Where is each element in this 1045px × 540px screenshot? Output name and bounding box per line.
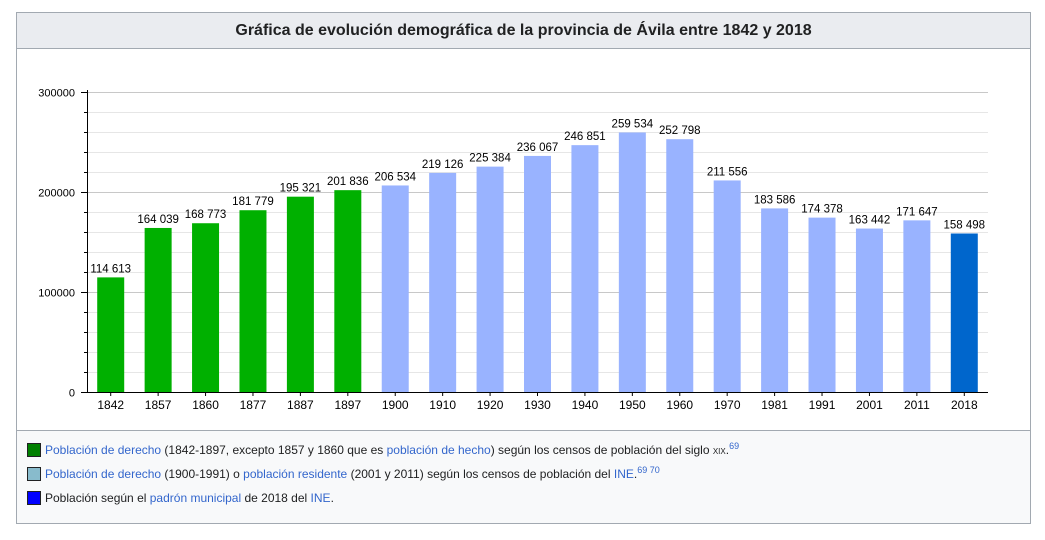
bar (713, 180, 741, 392)
bar (239, 210, 267, 392)
link-poblacion-derecho[interactable]: Población de derecho (45, 443, 162, 457)
legend-row-padron: Población según el padrón municipal de 2… (27, 489, 334, 507)
link-ine[interactable]: INE (613, 467, 634, 481)
x-tick-label: 1950 (619, 398, 646, 412)
bar (618, 132, 646, 392)
legend-text: (1900-1991) o (161, 467, 244, 481)
data-label: 219 126 (422, 159, 464, 171)
legend-text: (2001 y 2011) según los censos de poblac… (347, 467, 614, 481)
bar (144, 227, 172, 392)
legend-swatch-lightblue (27, 467, 41, 481)
bar (97, 277, 125, 392)
x-tick-label: 1920 (477, 398, 504, 412)
x-tick-label: 1857 (145, 398, 172, 412)
x-tick-label: 1897 (334, 398, 361, 412)
bar (761, 208, 789, 392)
legend-text: de 2018 del (241, 491, 311, 505)
x-tick-label: 1877 (240, 398, 267, 412)
bar (524, 155, 551, 392)
reference-link[interactable]: 69 70 (637, 465, 660, 475)
legend-text: (1842-1897, excepto 1857 y 1860 que es (161, 443, 387, 457)
data-label: 114 613 (90, 263, 131, 275)
x-tick-label: 2018 (951, 398, 978, 412)
bar (334, 190, 362, 392)
bar (571, 145, 599, 392)
legend-text: ) según los censos de población del sigl… (490, 443, 713, 457)
legend-text: Población según el (45, 491, 150, 505)
y-tick-label: 0 (69, 388, 75, 400)
data-label: 236 067 (517, 142, 559, 154)
legend-swatch-blue (27, 491, 41, 505)
data-label: 252 798 (659, 125, 701, 137)
x-tick-label: 1887 (287, 398, 314, 412)
data-label: 168 773 (185, 209, 227, 221)
data-label: 181 779 (232, 196, 274, 208)
data-label: 246 851 (564, 131, 606, 143)
bar (666, 139, 694, 392)
y-tick-label: 100000 (38, 288, 75, 300)
x-tick-label: 2001 (856, 398, 883, 412)
bar (476, 166, 504, 392)
chart-frame: Gráfica de evolución demográfica de la p… (16, 12, 1031, 524)
legend-row-derecho-xix: Población de derecho (1842-1897, excepto… (27, 441, 739, 459)
x-tick-label: 1860 (192, 398, 219, 412)
link-ine[interactable]: INE (310, 491, 331, 505)
x-tick-label: 1930 (524, 398, 551, 412)
data-label: 211 556 (707, 166, 748, 178)
y-tick-label: 300000 (38, 88, 75, 100)
data-label: 164 039 (137, 214, 179, 226)
data-label: 163 442 (849, 215, 891, 227)
bar (950, 233, 978, 392)
legend-row-derecho-ine: Población de derecho (1900-1991) o pobla… (27, 465, 660, 483)
bar-chart: 0 100000 200000 300000 114 613 1842 164 039 185… (38, 88, 988, 412)
legend-text: . (725, 443, 730, 457)
y-tick-label: 200000 (38, 188, 75, 200)
bar (192, 223, 220, 392)
data-label: 183 586 (754, 194, 796, 206)
data-label: 259 534 (612, 118, 654, 130)
reference-link[interactable]: 69 (729, 441, 740, 451)
x-tick-label: 2011 (904, 398, 930, 412)
link-poblacion-residente[interactable]: población residente (243, 467, 348, 481)
x-tick-label: 1900 (382, 398, 409, 412)
bar (808, 217, 836, 392)
data-label: 206 534 (374, 171, 416, 183)
data-label: 174 378 (801, 204, 843, 216)
data-label: 195 321 (280, 183, 322, 195)
link-padron-municipal[interactable]: padrón municipal (149, 491, 242, 505)
bar (903, 220, 931, 392)
legend-text-siglo: xix (712, 443, 726, 457)
bar (381, 185, 409, 392)
legend-text: . (633, 467, 638, 481)
bar (286, 196, 314, 392)
chart-area: 0 100000 200000 300000 114 613 1842 164 039 185… (17, 49, 1030, 431)
data-label: 158 498 (944, 220, 986, 232)
legend-swatch-green (27, 443, 41, 457)
x-tick-label: 1842 (97, 398, 124, 412)
legend-text: . (330, 491, 334, 505)
bar (429, 172, 457, 392)
x-tick-label: 1991 (809, 398, 836, 412)
data-label: 225 384 (469, 153, 511, 165)
bar (855, 228, 883, 392)
link-poblacion-derecho[interactable]: Población de derecho (45, 467, 162, 481)
link-poblacion-hecho[interactable]: población de hecho (386, 443, 491, 457)
x-tick-label: 1940 (572, 398, 599, 412)
x-tick-label: 1970 (714, 398, 741, 412)
x-tick-label: 1960 (666, 398, 693, 412)
data-label: 171 647 (896, 206, 938, 218)
data-label: 201 836 (327, 176, 369, 188)
chart-title: Gráfica de evolución demográfica de la p… (17, 13, 1030, 49)
x-tick-label: 1910 (429, 398, 456, 412)
x-tick-label: 1981 (761, 398, 788, 412)
